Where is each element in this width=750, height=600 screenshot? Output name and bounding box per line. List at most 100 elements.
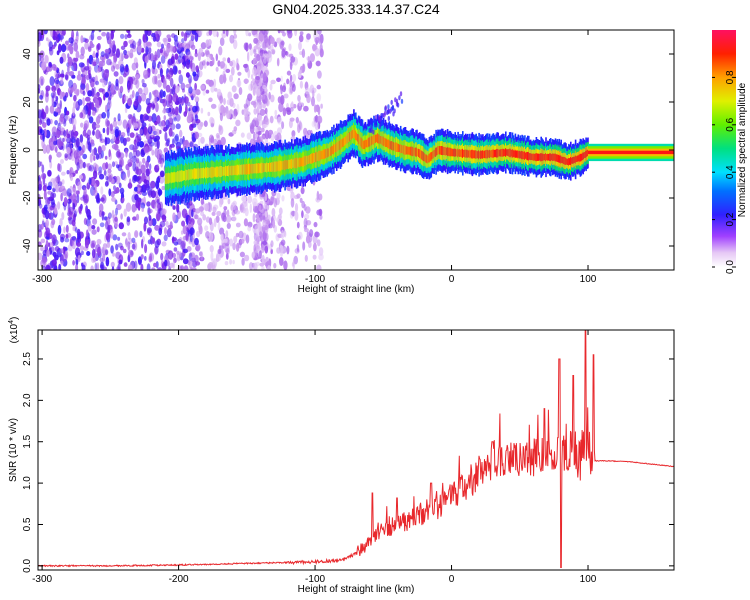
ridge-cell — [528, 153, 531, 160]
ridge-cell — [287, 160, 289, 169]
spectrogram-cell — [231, 215, 237, 222]
spectrogram-cell — [178, 104, 182, 114]
spectrogram-cell — [226, 110, 231, 120]
ridge-cell — [564, 157, 566, 165]
spectrogram-cell — [135, 150, 141, 157]
ridge-cell — [301, 157, 304, 167]
spectrogram-cell — [115, 251, 121, 259]
ridge-cell — [325, 149, 327, 158]
ridge-cell — [456, 149, 458, 157]
spectrogram-cell — [104, 136, 108, 146]
ridge-cell — [249, 163, 251, 175]
ridge-cell — [527, 151, 529, 161]
spectrogram-cell — [161, 208, 167, 215]
spectrogram-cell — [255, 75, 261, 81]
spectrogram-cell — [189, 78, 192, 86]
spectrogram-cell — [85, 83, 90, 93]
spectrogram-cell — [212, 206, 217, 213]
spectrogram-cell — [394, 97, 397, 103]
ridge-cell — [541, 153, 543, 162]
ridge-cell — [275, 161, 278, 172]
spectrogram-cell — [104, 48, 110, 54]
spectrogram-cell — [104, 181, 109, 187]
spectrogram-cell — [225, 248, 230, 255]
spectrogram-cell — [119, 85, 124, 94]
spectrogram-cell — [119, 160, 123, 168]
ridge-cell — [416, 147, 418, 157]
spectrogram-cell — [151, 267, 156, 270]
ridge-cell — [487, 150, 490, 158]
spectrogram-cell — [203, 120, 208, 127]
spectrogram-cell — [95, 124, 101, 129]
spectrogram-cell — [269, 83, 273, 91]
spectrogram-cell — [264, 129, 270, 140]
spectrogram-cell — [261, 254, 265, 264]
spectrogram-cell — [172, 205, 176, 210]
y-tick-label: 40 — [22, 48, 33, 60]
spectrogram-cell — [296, 193, 301, 199]
ridge-cell — [378, 134, 381, 144]
ridge-cell — [576, 155, 579, 162]
spectrogram-cell — [50, 30, 54, 38]
ridge-cell — [261, 162, 263, 173]
spectrogram-cell — [199, 256, 205, 262]
ridge-cell — [445, 147, 448, 155]
ridge-cell — [348, 133, 350, 142]
spectrogram-cell — [368, 127, 371, 133]
ridge-cell — [310, 154, 312, 164]
spectrogram-cell — [107, 212, 112, 219]
spectrogram-cell — [146, 41, 152, 46]
spectrogram-cell — [167, 37, 172, 43]
spectrogram-cell — [378, 124, 382, 129]
spectrogram-cell — [198, 138, 201, 146]
ridge-cell — [369, 137, 371, 147]
spectrogram-cell — [192, 232, 195, 241]
spectrogram-cell — [209, 116, 215, 125]
spectrogram-cell — [90, 242, 96, 249]
spectrogram-cell — [380, 113, 383, 118]
spectrogram-cell — [147, 208, 153, 214]
spectrogram-cell — [185, 30, 192, 36]
ridge-cell — [262, 163, 264, 173]
spectrogram-cell — [155, 128, 161, 136]
ridge-cell — [192, 169, 195, 179]
spectrogram-cell — [48, 154, 52, 161]
ridge-cell — [418, 148, 420, 157]
ridge-cell — [270, 162, 272, 172]
spectrogram-cell — [183, 93, 187, 104]
ridge-cell — [395, 142, 397, 152]
spectrogram-cell — [116, 164, 120, 169]
spectrogram-cell — [181, 220, 186, 227]
spectrogram-cell — [141, 122, 147, 128]
spectrogram-cell — [215, 215, 220, 223]
spectrogram-cell — [294, 210, 299, 221]
spectrogram-cell — [72, 208, 78, 215]
spectrogram-cell — [59, 73, 65, 78]
spectrogram-cell — [384, 105, 387, 111]
spectrogram-cell — [253, 244, 256, 252]
spectrogram-cell — [100, 186, 104, 195]
spectrogram-cell — [91, 87, 95, 97]
spectrogram-cell — [75, 137, 80, 148]
ridge-cell — [497, 148, 499, 158]
spectrogram-cell — [89, 153, 93, 163]
spectrogram-cell — [79, 245, 84, 251]
spectrogram-cell — [234, 210, 241, 215]
spectrogram-cell — [210, 103, 217, 109]
spectrogram-cell — [57, 138, 62, 149]
ridge-cell — [359, 136, 362, 146]
spectrogram-cell — [55, 130, 61, 139]
ridge-cell — [387, 139, 390, 149]
ridge-cell — [258, 163, 261, 174]
spectrogram-cell — [84, 41, 89, 50]
ridge-cell — [210, 166, 213, 178]
spectrogram-cell — [204, 49, 210, 56]
spectrogram-cell — [51, 85, 57, 92]
ridge-cell — [454, 148, 456, 157]
spectrogram-cell — [79, 203, 83, 210]
spectrogram-cell — [45, 85, 51, 92]
spectrogram-cell — [98, 153, 103, 160]
ridge-cell — [337, 141, 340, 151]
spectrogram-cell — [163, 147, 169, 154]
